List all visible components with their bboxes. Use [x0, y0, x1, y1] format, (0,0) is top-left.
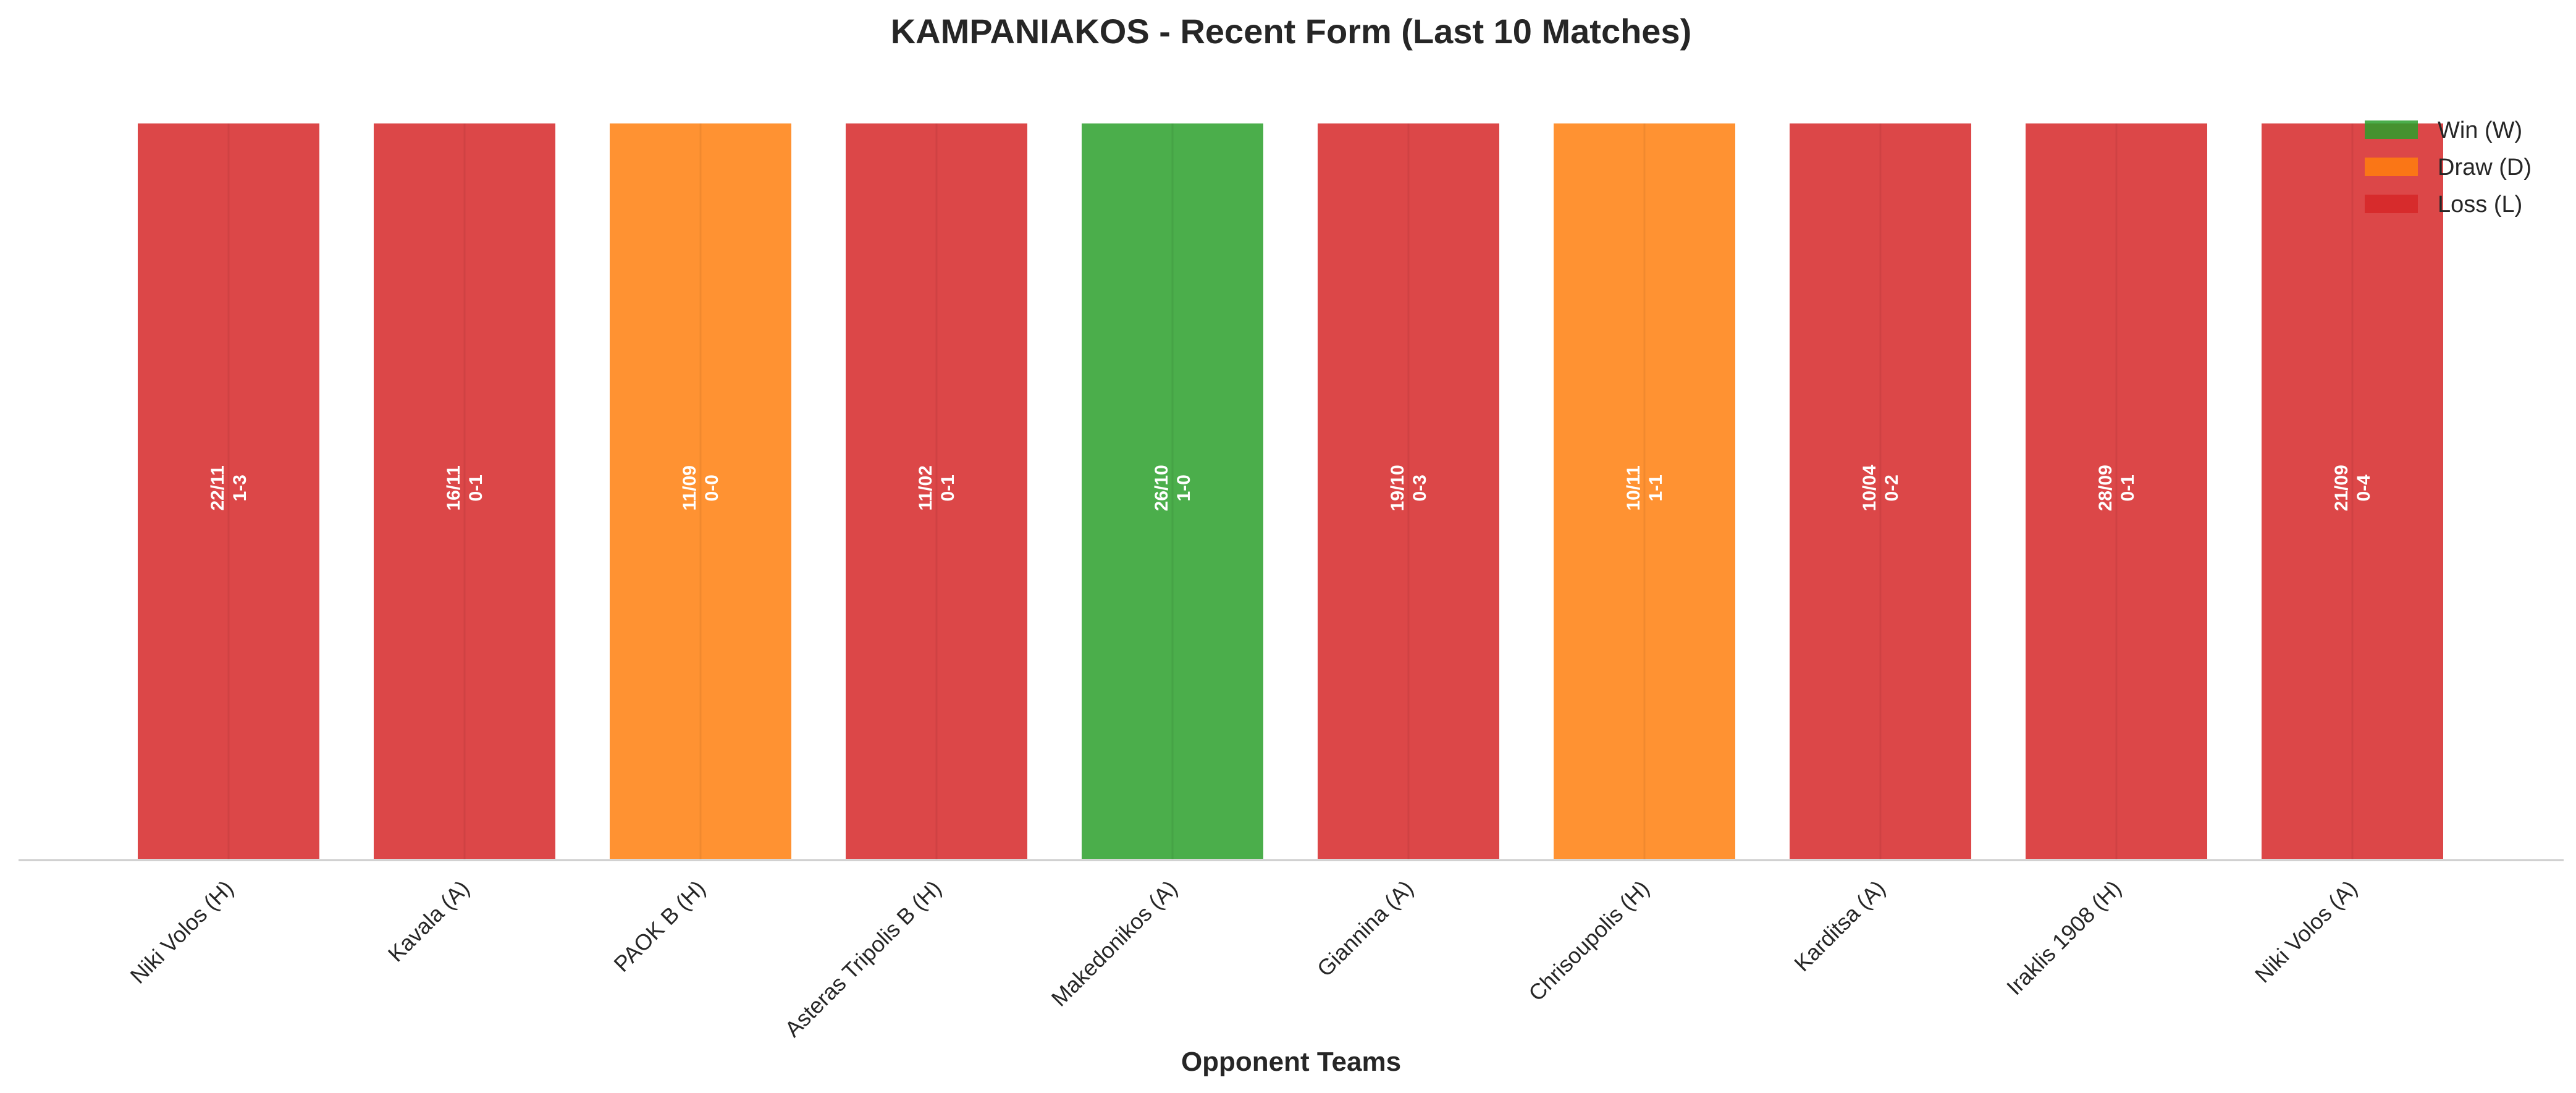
bar-1 — [135, 120, 322, 862]
bar-score-label: 1-1 — [1646, 475, 1666, 501]
bar-score-label: 1-3 — [230, 475, 250, 501]
bar-label-group: 26/10 1-0 — [1151, 465, 1194, 511]
bar-score-label: 0-0 — [702, 475, 722, 501]
bar-date-label: 11/02 — [915, 465, 936, 510]
bar-score-label: 0-1 — [938, 475, 958, 501]
x-tick-label: Niki Volos (H) — [125, 876, 238, 989]
legend-label-l: Loss (L) — [2438, 192, 2522, 217]
bar-score-label: 1-0 — [1174, 475, 1194, 501]
bar-label-group: 11/09 0-0 — [680, 465, 722, 510]
bar-date-label: 16/11 — [444, 465, 464, 510]
x-tick-label: Asteras Tripolis B (H) — [780, 876, 946, 1042]
bar-date-label: 10/04 — [1859, 465, 1880, 511]
bar-10 — [2259, 120, 2446, 862]
legend-swatch-d — [2365, 158, 2418, 176]
bar-date-label: 10/11 — [1623, 465, 1644, 510]
x-tick-label: Iraklis 1908 (H) — [2001, 876, 2126, 1000]
x-tick-label: Karditsa (A) — [1789, 876, 1890, 976]
bar-score-label: 0-1 — [466, 475, 486, 501]
bar-6 — [1315, 120, 1502, 862]
x-tick-label: Chrisoupolis (H) — [1523, 876, 1654, 1006]
bars-group: 22/11 1-3 16/11 0-1 11/09 0-0 11/02 0-1 26/10 1-0… — [135, 120, 2446, 862]
x-axis-label: Opponent Teams — [1181, 1047, 1401, 1077]
x-tick-labels: Niki Volos (H) Kavala (A) PAOK B (H) Astera… — [125, 876, 2362, 1042]
legend-label-d: Draw (D) — [2438, 154, 2532, 180]
bar-4 — [843, 120, 1030, 862]
legend-label-w: Win (W) — [2438, 117, 2522, 143]
bar-date-label: 19/10 — [1387, 465, 1408, 511]
bar-label-group: 21/09 0-4 — [2331, 465, 2374, 511]
bar-7 — [1551, 120, 1738, 862]
x-tick-label: Giannina (A) — [1312, 876, 1418, 982]
bar-label-group: 19/10 0-3 — [1387, 465, 1430, 511]
x-tick-label: Kavala (A) — [383, 876, 474, 967]
bar-date-label: 28/09 — [2095, 465, 2116, 511]
bar-label-group: 22/11 1-3 — [208, 465, 250, 510]
bar-date-label: 11/09 — [680, 465, 700, 510]
bar-score-label: 0-4 — [2354, 475, 2374, 502]
legend-swatch-l — [2365, 195, 2418, 213]
x-tick-label: Niki Volos (A) — [2250, 876, 2362, 988]
x-tick-label: Makedonikos (A) — [1046, 876, 1182, 1011]
bar-label-group: 16/11 0-1 — [444, 465, 486, 510]
bar-2 — [371, 120, 558, 862]
bar-score-label: 0-3 — [1410, 475, 1430, 501]
bar-label-group: 11/02 0-1 — [915, 465, 958, 510]
x-tick-label: PAOK B (H) — [608, 876, 710, 977]
bar-3 — [607, 120, 794, 862]
bar-score-label: 0-1 — [2118, 475, 2138, 501]
legend-swatch-w — [2365, 120, 2418, 139]
bar-label-group: 28/09 0-1 — [2095, 465, 2138, 511]
bar-5 — [1079, 120, 1266, 862]
legend: Win (W) Draw (D) Loss (L) — [2365, 117, 2532, 217]
bar-label-group: 10/11 1-1 — [1623, 465, 1666, 510]
bar-date-label: 26/10 — [1151, 465, 1172, 511]
bar-date-label: 22/11 — [208, 465, 228, 510]
bar-date-label: 21/09 — [2331, 465, 2352, 511]
bar-score-label: 0-2 — [1882, 475, 1902, 501]
chart-title: KAMPANIAKOS - Recent Form (Last 10 Match… — [891, 12, 1692, 51]
bar-label-group: 10/04 0-2 — [1859, 465, 1902, 511]
